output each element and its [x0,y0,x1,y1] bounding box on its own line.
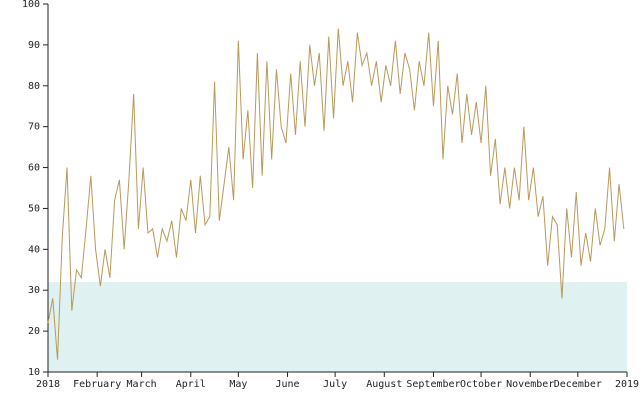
x-tick-label: April [176,379,206,390]
x-tick-label: 2018 [36,379,60,390]
y-tick-label: 10 [28,367,40,378]
x-tick-label: July [323,379,347,390]
series-line [47,28,625,360]
y-tick-label: 90 [28,40,40,51]
y-tick-label: 100 [22,0,40,10]
x-tick-label: June [275,379,299,390]
y-tick-label: 50 [28,203,40,214]
x-tick-label: February [73,379,121,390]
y-tick-label: 60 [28,163,40,174]
y-tick-label: 80 [28,81,40,92]
x-tick-label: May [229,379,247,390]
y-tick-label: 70 [28,122,40,133]
x-tick-label: 2019 [615,379,639,390]
y-tick-label: 40 [28,244,40,255]
y-tick-label: 30 [28,285,40,296]
x-tick-label: August [366,379,402,390]
x-tick-label: November [506,379,554,390]
shaded-band [48,282,627,372]
x-tick-label: October [460,379,502,390]
x-tick-label: December [554,379,602,390]
x-tick-label: March [127,379,157,390]
x-tick-label: September [406,379,460,390]
y-tick-label: 20 [28,326,40,337]
